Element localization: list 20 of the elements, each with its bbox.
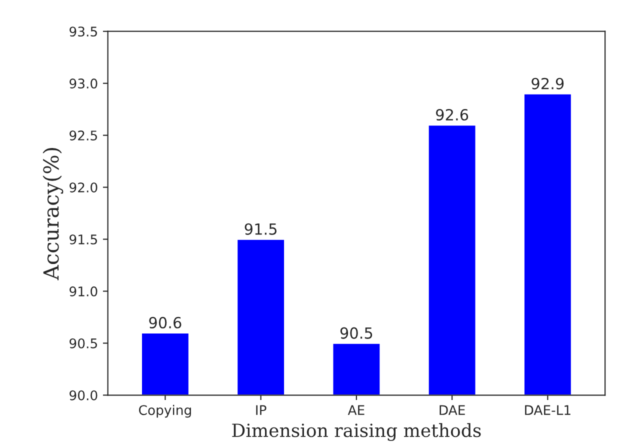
y-tick-label: 92.0 xyxy=(70,182,98,192)
y-tick-label: 90.5 xyxy=(70,338,97,348)
x-axis-title: Dimension raising methods xyxy=(232,423,481,441)
x-tick-label: DAE-L1 xyxy=(525,405,570,415)
data-label: 90.6 xyxy=(149,316,182,328)
data-label: 92.6 xyxy=(436,108,468,121)
data-label: 91.5 xyxy=(244,223,277,235)
y-tick-label: 90.0 xyxy=(70,390,98,400)
data-label: 92.9 xyxy=(532,78,564,90)
x-tick-label: DAE xyxy=(440,405,465,415)
y-tick-label: 91.0 xyxy=(70,286,98,296)
y-tick-label: 92.5 xyxy=(70,130,97,140)
y-tick-label: 91.5 xyxy=(70,234,97,244)
y-tick-label: 93.0 xyxy=(70,78,98,89)
y-tick-label: 93.5 xyxy=(70,26,97,37)
data-label: 90.5 xyxy=(340,327,372,339)
x-tick-label: IP xyxy=(256,405,266,415)
x-tick-label: AE xyxy=(348,405,364,415)
x-tick-label: Copying xyxy=(139,404,191,418)
y-axis-title: Accuracy(%) xyxy=(42,148,64,280)
